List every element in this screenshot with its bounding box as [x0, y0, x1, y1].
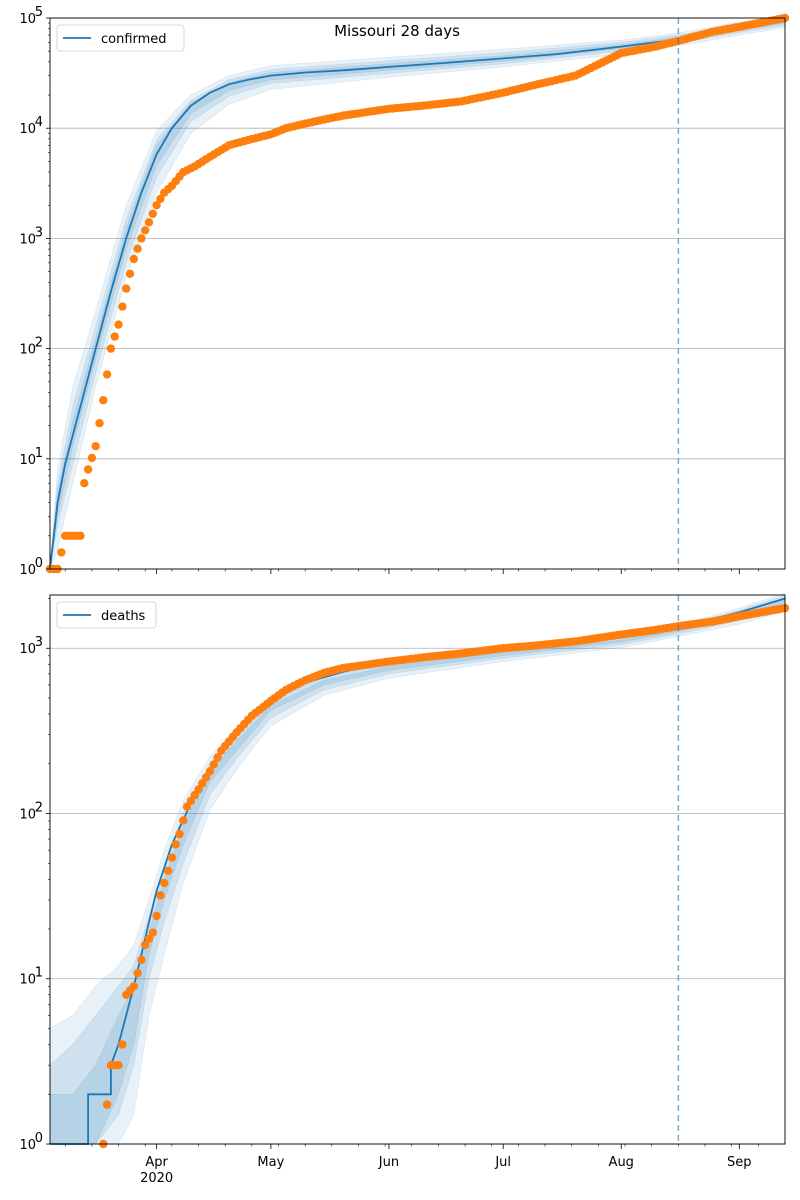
observed-data-point — [163, 866, 173, 875]
observed-data-point — [141, 940, 150, 950]
x-tick-label: May — [257, 1155, 284, 1170]
x-tick-label: Jun — [378, 1155, 399, 1170]
y-tick-exponent: 0 — [35, 556, 43, 571]
observed-data-point — [152, 911, 161, 921]
axes-frame — [49, 17, 786, 570]
observed-data-point — [148, 928, 157, 937]
observed-data-point — [137, 955, 146, 965]
observed-data-point — [122, 284, 131, 293]
observed-data-point — [144, 218, 154, 227]
y-tick-label: 10 — [19, 1138, 36, 1153]
legend: deaths — [56, 601, 157, 629]
observed-data-point — [137, 234, 146, 243]
observed-data-point — [83, 465, 93, 474]
x-tick-label: Jul — [494, 1155, 511, 1170]
observed-data-point — [144, 934, 154, 944]
observed-data-point — [106, 344, 116, 353]
observed-data-point — [213, 753, 222, 762]
observed-data-point — [129, 254, 138, 264]
y-tick-exponent: 5 — [35, 5, 43, 20]
observed-data-point — [133, 968, 142, 978]
observed-data-point — [198, 779, 207, 788]
legend-label: confirmed — [101, 32, 167, 47]
observed-data-point — [141, 226, 150, 235]
observed-data-point — [171, 840, 180, 849]
y-tick-exponent: 4 — [35, 115, 43, 130]
observed-data-point — [118, 302, 127, 311]
observed-data-point — [175, 829, 184, 839]
observed-data-point — [95, 419, 104, 428]
observed-data-point — [129, 982, 138, 991]
y-tick-exponent: 2 — [35, 336, 43, 351]
y-tick-exponent: 3 — [35, 635, 43, 650]
y-tick-label: 10 — [19, 122, 36, 137]
confirmed-median-line — [49, 20, 786, 570]
y-tick-exponent: 0 — [35, 1131, 43, 1146]
observed-data-point — [110, 332, 119, 341]
x-tick-year-label: 2020 — [140, 1171, 173, 1186]
legend-box — [56, 601, 157, 629]
y-tick-label: 10 — [19, 807, 36, 822]
observed-data-point — [102, 1100, 112, 1109]
observed-data-point — [156, 194, 165, 204]
legend: confirmed — [56, 24, 185, 52]
observed-data-point — [152, 201, 161, 210]
observed-data-point — [80, 479, 89, 488]
y-tick-exponent: 2 — [35, 800, 43, 815]
y-tick-label: 10 — [19, 12, 36, 27]
observed-data-point — [201, 773, 211, 782]
observed-data-point — [194, 785, 203, 794]
observed-data-point — [148, 209, 157, 218]
y-tick-label: 10 — [19, 973, 36, 988]
observed-data-point — [156, 891, 165, 900]
observed-data-point — [99, 396, 108, 405]
y-tick-exponent: 3 — [35, 225, 43, 240]
observed-data-point — [160, 878, 169, 888]
observed-data-point — [118, 1040, 127, 1049]
y-tick-label: 10 — [19, 642, 36, 657]
observed-data-point — [167, 853, 177, 862]
x-tick-label: Aug — [609, 1155, 634, 1170]
y-tick-label: 10 — [19, 343, 36, 358]
axes-frame — [49, 594, 786, 1145]
observed-data-point — [91, 442, 100, 451]
observed-data-point — [179, 816, 188, 825]
y-tick-label: 10 — [19, 453, 36, 468]
observed-data-point — [205, 767, 215, 776]
observed-data-point — [209, 760, 218, 769]
observed-data-point — [102, 370, 112, 379]
chart-title: Missouri 28 days — [334, 22, 460, 40]
y-tick-label: 10 — [19, 563, 36, 578]
x-tick-label: Sep — [727, 1155, 752, 1170]
observed-data-point — [87, 453, 97, 463]
observed-data-point — [114, 320, 123, 329]
legend-box — [56, 24, 185, 52]
x-tick-label: Apr — [145, 1155, 168, 1170]
legend-label: deaths — [101, 609, 146, 624]
observed-data-point — [125, 269, 135, 278]
observed-data-point — [114, 1061, 123, 1070]
y-tick-exponent: 1 — [35, 446, 43, 461]
observed-data-point — [133, 244, 142, 253]
y-tick-exponent: 1 — [35, 966, 43, 981]
observed-data-point — [76, 531, 85, 540]
observed-data-point — [57, 548, 66, 557]
y-tick-label: 10 — [19, 232, 36, 247]
